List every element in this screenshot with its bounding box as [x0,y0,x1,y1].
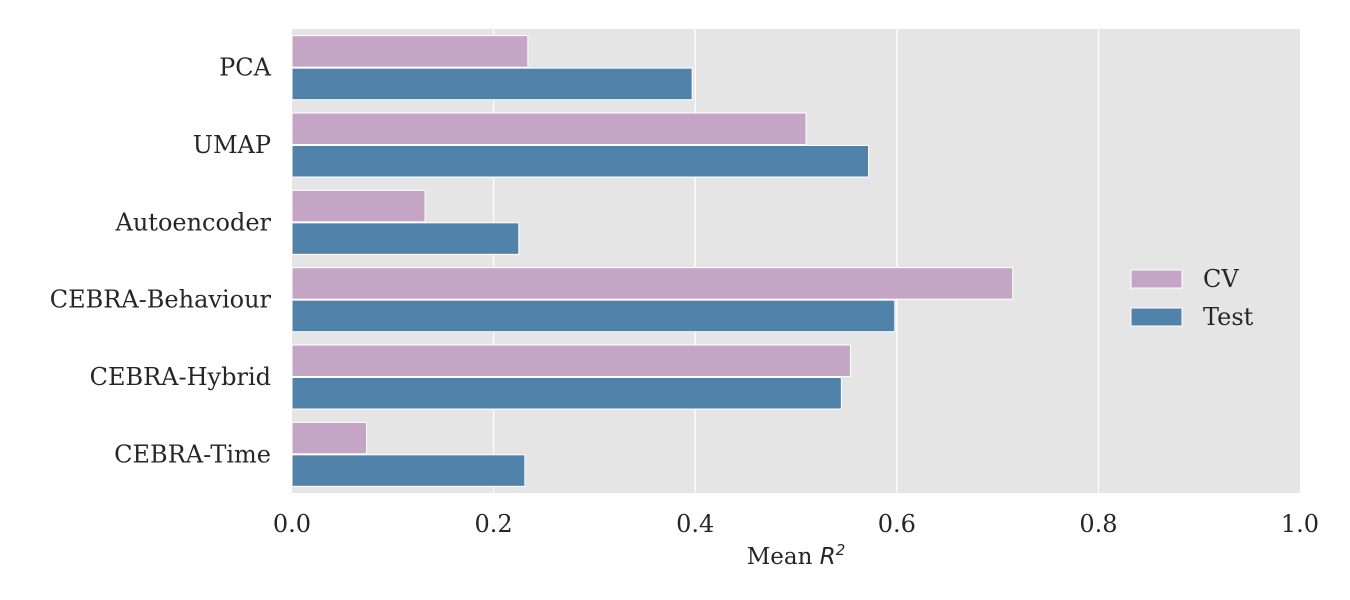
bar-test-autoencoder [291,222,520,255]
x-tick-label: 0.0 [273,510,311,538]
bar-cv-cebra-time [291,421,368,455]
x-tick-label: 0.4 [676,510,714,538]
bar-test-pca [291,67,693,101]
x-tick-label: 1.0 [1281,510,1319,538]
bar-cv-cebra-behaviour [291,267,1014,300]
bar-test-cebra-behaviour [291,299,896,333]
bar-cv-pca [291,35,529,68]
category-label: CEBRA-Behaviour [50,286,272,314]
legend-label-test: Test [1203,303,1254,331]
legend-swatch-cv [1130,269,1183,289]
category-label: PCA [219,54,272,82]
gridlines [493,29,1100,493]
x-tick-label: 0.2 [475,510,513,538]
legend-swatch-test [1130,307,1183,327]
category-label: CEBRA-Time [114,440,271,468]
category-labels: PCA UMAP Autoencoder CEBRA-Behaviour CEBRA-H… [50,54,272,469]
bar-cv-cebra-hybrid [291,344,851,377]
category-label: Autoencoder [115,208,272,236]
plot-background [292,29,1300,493]
x-tick-label: 0.8 [1079,510,1117,538]
legend-label-cv: CV [1203,265,1239,293]
category-label: CEBRA-Hybrid [90,363,271,391]
bar-test-cebra-time [291,454,526,487]
x-axis-label: Mean R2 [747,541,846,570]
bars [291,35,1014,487]
bar-test-umap [291,145,870,178]
category-label: UMAP [193,131,271,159]
x-tick-label: 0.6 [878,510,916,538]
bar-test-cebra-hybrid [291,377,842,410]
x-tick-labels: 0.0 0.2 0.4 0.6 0.8 1.0 [273,510,1319,538]
bar-cv-autoencoder [291,189,426,223]
legend: CV Test [1130,265,1254,331]
bar-cv-umap [291,112,807,145]
